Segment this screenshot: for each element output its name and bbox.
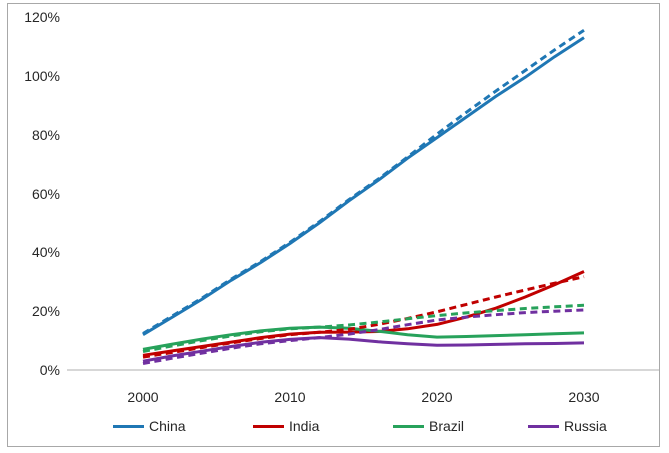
series-line-russia [142, 336, 585, 363]
y-tick-label-40: 40% [31, 244, 60, 261]
china-line-swatch [113, 424, 144, 428]
y-tick-label-20: 20% [31, 303, 60, 320]
y-tick-label-80: 80% [31, 126, 60, 143]
x-tick-label-2030: 2030 [568, 389, 600, 405]
y-tick-label-60: 60% [31, 185, 60, 202]
series-line-russia-dashed [142, 308, 585, 365]
russia-line-swatch [528, 424, 559, 428]
legend-label-india: India [289, 418, 320, 434]
legend: China India Brazil Russia [0, 414, 669, 438]
series-line-china [142, 36, 585, 336]
legend-item-china: China [113, 414, 186, 438]
india-line-swatch [253, 424, 284, 428]
legend-item-brazil: Brazil [393, 414, 464, 438]
figure-border [7, 3, 660, 447]
legend-item-india: India [253, 414, 319, 438]
x-tick-label-2010: 2010 [274, 389, 306, 405]
series-line-brazil-dashed [142, 303, 585, 353]
legend-label-brazil: Brazil [429, 418, 465, 434]
x-tick-label-2000: 2000 [127, 389, 159, 405]
legend-label-china: China [149, 418, 186, 434]
legend-item-russia: Russia [528, 414, 607, 438]
legend-label-russia: Russia [564, 418, 607, 434]
y-tick-label-120: 120% [24, 9, 60, 25]
y-tick-label-0: 0% [39, 362, 60, 378]
x-tick-label-2020: 2020 [421, 389, 453, 405]
brazil-line-swatch [393, 424, 424, 428]
series-line-china-dashed [142, 28, 585, 335]
y-tick-label-100: 100% [24, 67, 60, 84]
series-line-india-dashed [142, 275, 585, 359]
